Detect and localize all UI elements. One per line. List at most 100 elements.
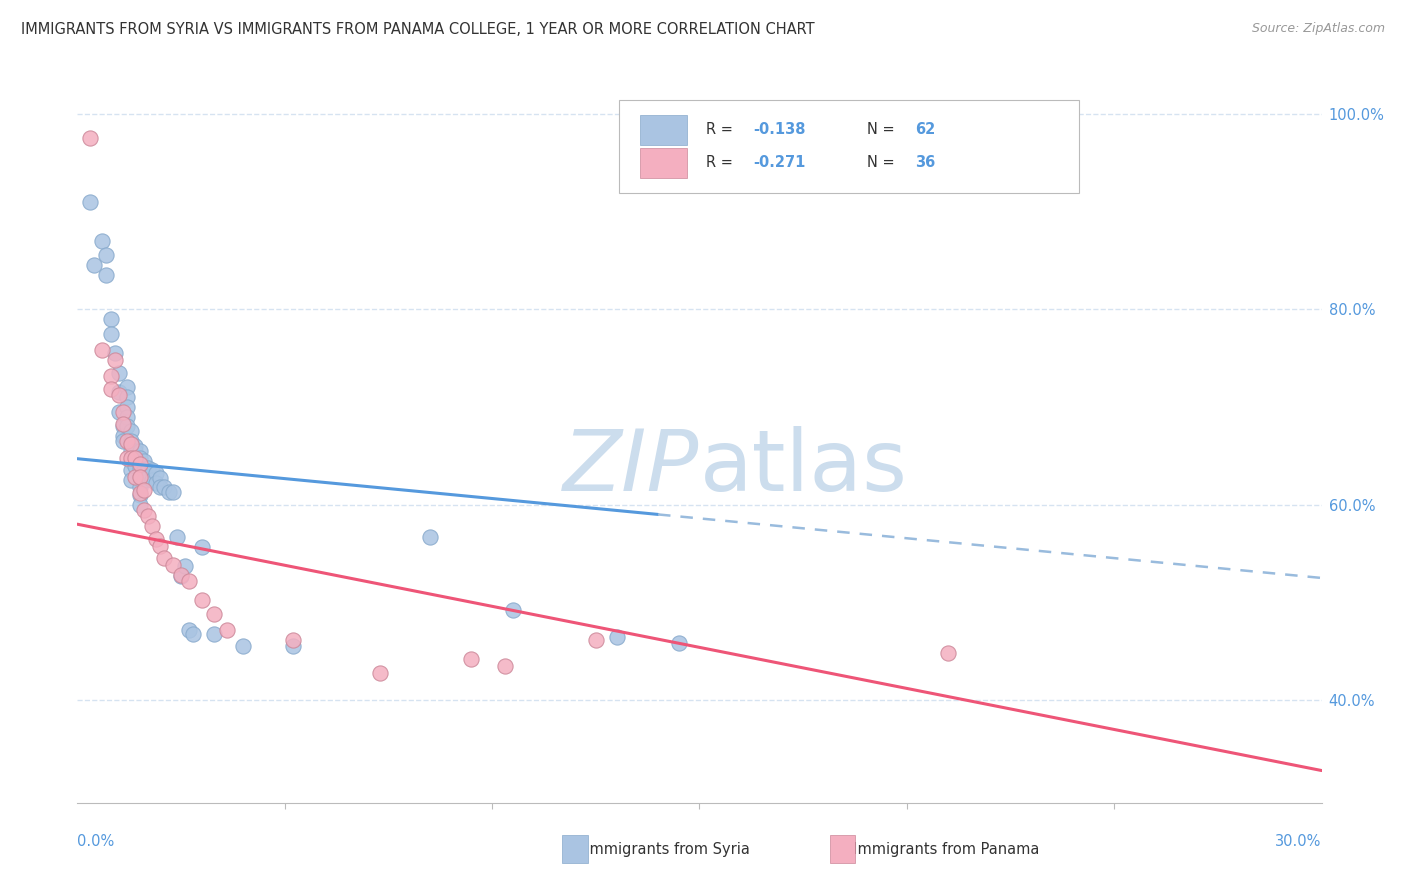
Point bbox=[128, 486, 150, 500]
Point bbox=[124, 470, 146, 484]
Point bbox=[100, 312, 122, 326]
Bar bbox=[640, 115, 688, 145]
Point bbox=[128, 480, 150, 494]
Point bbox=[191, 593, 214, 607]
Point bbox=[120, 425, 142, 439]
Text: R =: R = bbox=[706, 121, 737, 136]
Point bbox=[132, 502, 155, 516]
Point bbox=[174, 559, 197, 574]
Point bbox=[120, 437, 142, 451]
Point bbox=[232, 640, 254, 654]
Point bbox=[124, 439, 146, 453]
Point bbox=[585, 632, 607, 647]
Point bbox=[128, 488, 150, 502]
Point bbox=[111, 434, 134, 449]
Point bbox=[120, 450, 142, 465]
Text: ZIP: ZIP bbox=[564, 425, 700, 509]
Point bbox=[100, 382, 122, 396]
Point bbox=[606, 630, 628, 644]
Point bbox=[170, 569, 193, 583]
Point bbox=[494, 659, 516, 673]
Point bbox=[111, 419, 134, 434]
Point bbox=[120, 473, 142, 487]
Point bbox=[124, 450, 146, 465]
Point bbox=[136, 470, 159, 484]
Point bbox=[136, 461, 159, 475]
Point bbox=[145, 532, 167, 546]
Point bbox=[460, 652, 482, 666]
Point bbox=[141, 463, 163, 477]
Point bbox=[115, 400, 138, 414]
Point bbox=[120, 463, 142, 477]
Point bbox=[96, 248, 118, 262]
Point bbox=[104, 353, 127, 368]
Text: Source: ZipAtlas.com: Source: ZipAtlas.com bbox=[1251, 22, 1385, 36]
Point bbox=[162, 485, 184, 500]
Point bbox=[128, 443, 150, 458]
Bar bbox=[640, 148, 688, 178]
Point bbox=[183, 626, 205, 640]
Point bbox=[141, 519, 163, 533]
Point bbox=[128, 460, 150, 475]
Text: atlas: atlas bbox=[700, 425, 907, 509]
Text: IMMIGRANTS FROM SYRIA VS IMMIGRANTS FROM PANAMA COLLEGE, 1 YEAR OR MORE CORRELAT: IMMIGRANTS FROM SYRIA VS IMMIGRANTS FROM… bbox=[21, 22, 814, 37]
Point bbox=[124, 458, 146, 473]
Point bbox=[115, 380, 138, 394]
Point bbox=[162, 558, 184, 573]
Point bbox=[191, 540, 214, 554]
Point bbox=[145, 467, 167, 481]
Point bbox=[111, 429, 134, 443]
Point bbox=[120, 443, 142, 458]
Point bbox=[368, 665, 391, 680]
Point bbox=[91, 234, 114, 248]
Point bbox=[111, 417, 134, 432]
Text: 0.0%: 0.0% bbox=[77, 834, 114, 849]
Point bbox=[132, 483, 155, 497]
Point bbox=[115, 409, 138, 424]
Point bbox=[132, 453, 155, 467]
Point bbox=[111, 405, 134, 419]
Point bbox=[120, 434, 142, 449]
Point bbox=[938, 646, 960, 660]
Point bbox=[179, 574, 201, 588]
Text: 36: 36 bbox=[915, 155, 935, 170]
Text: Immigrants from Syria: Immigrants from Syria bbox=[576, 842, 751, 856]
Text: N =: N = bbox=[868, 121, 900, 136]
Point bbox=[100, 368, 122, 383]
Point bbox=[202, 607, 225, 621]
Point bbox=[83, 258, 105, 272]
Text: 62: 62 bbox=[915, 121, 935, 136]
Point bbox=[502, 603, 524, 617]
Point bbox=[419, 530, 441, 544]
Point bbox=[108, 385, 131, 400]
Point bbox=[128, 498, 150, 512]
Text: Immigrants from Panama: Immigrants from Panama bbox=[844, 842, 1039, 856]
Point bbox=[91, 343, 114, 358]
Point bbox=[157, 485, 180, 500]
Point bbox=[281, 640, 304, 654]
Point bbox=[141, 473, 163, 487]
Text: N =: N = bbox=[868, 155, 900, 170]
Point bbox=[108, 405, 131, 419]
Point bbox=[120, 453, 142, 467]
Point bbox=[104, 346, 127, 360]
Text: -0.271: -0.271 bbox=[754, 155, 806, 170]
Text: 30.0%: 30.0% bbox=[1275, 834, 1322, 849]
Point bbox=[108, 388, 131, 402]
Point bbox=[145, 476, 167, 491]
Point bbox=[132, 473, 155, 487]
Text: R =: R = bbox=[706, 155, 737, 170]
Point bbox=[96, 268, 118, 282]
Point bbox=[79, 131, 101, 145]
Point bbox=[128, 450, 150, 465]
Text: -0.138: -0.138 bbox=[754, 121, 806, 136]
Point bbox=[115, 450, 138, 465]
Point bbox=[179, 623, 201, 637]
Point bbox=[128, 457, 150, 471]
Point bbox=[115, 419, 138, 434]
Point bbox=[136, 509, 159, 524]
Point bbox=[124, 443, 146, 458]
Point bbox=[115, 434, 138, 449]
Point bbox=[149, 480, 172, 494]
Point bbox=[153, 480, 176, 494]
